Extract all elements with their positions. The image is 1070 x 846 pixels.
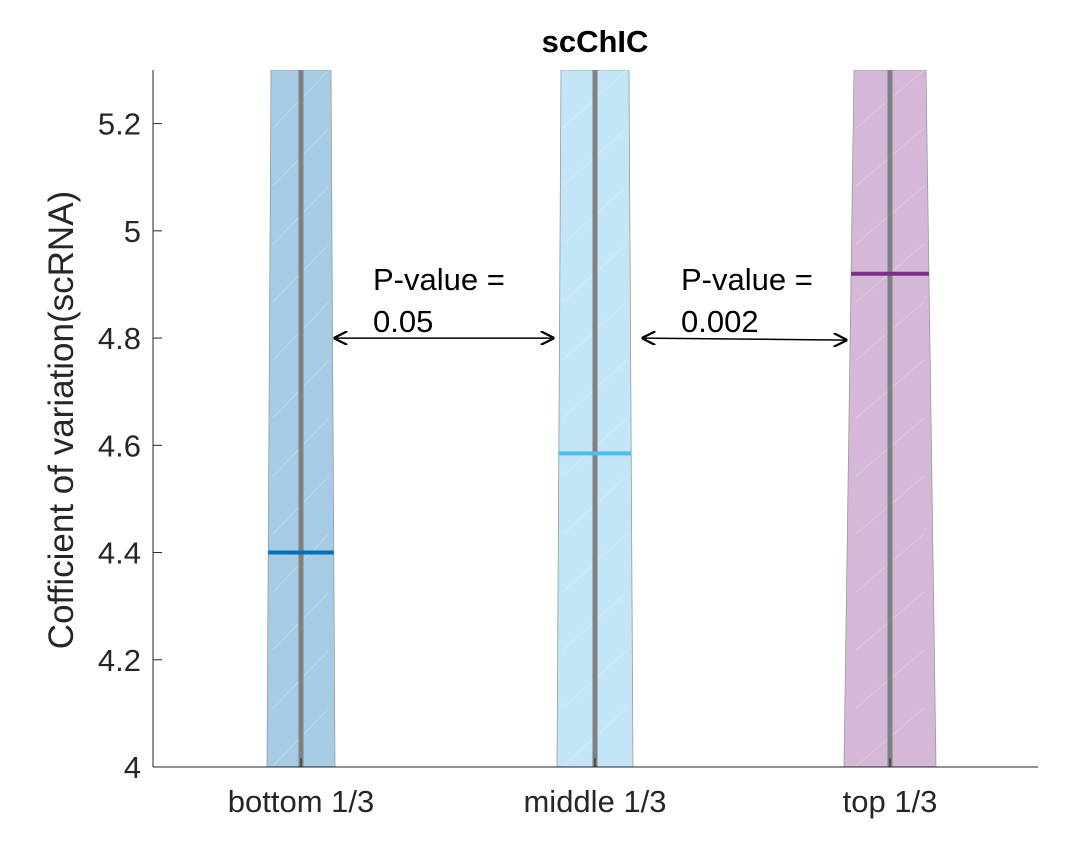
pvalue-value: 0.002 [681,304,759,339]
x-tick-label: top 1/3 [843,784,938,819]
y-axis-label: Cofficient of variation(scRNA) [42,191,81,649]
pvalue-label: P-value = [373,262,505,297]
x-tick-label: bottom 1/3 [228,784,374,819]
violin-group [266,70,937,767]
y-tick-label: 4.8 [98,321,141,356]
chart-title: scChIC [542,24,649,59]
pvalue-value: 0.05 [373,304,433,339]
y-tick-label: 5 [124,214,141,249]
axes: 4 4.2 4.4 4.6 4.8 5 5.2 bottom 1/3 middle 1/3 top… [98,70,1038,819]
annotation-group: P-value = 0.05 P-value = 0.002 [335,262,846,340]
y-tick-label: 4 [124,750,141,785]
pvalue-label: P-value = [681,262,813,297]
y-tick-label: 4.6 [98,428,141,463]
y-tick-label: 5.2 [98,107,141,142]
y-tick-label: 4.2 [98,643,141,678]
x-tick-label: middle 1/3 [523,784,666,819]
pvalue-arrow [643,338,846,340]
y-tick-label: 4.4 [98,536,141,571]
